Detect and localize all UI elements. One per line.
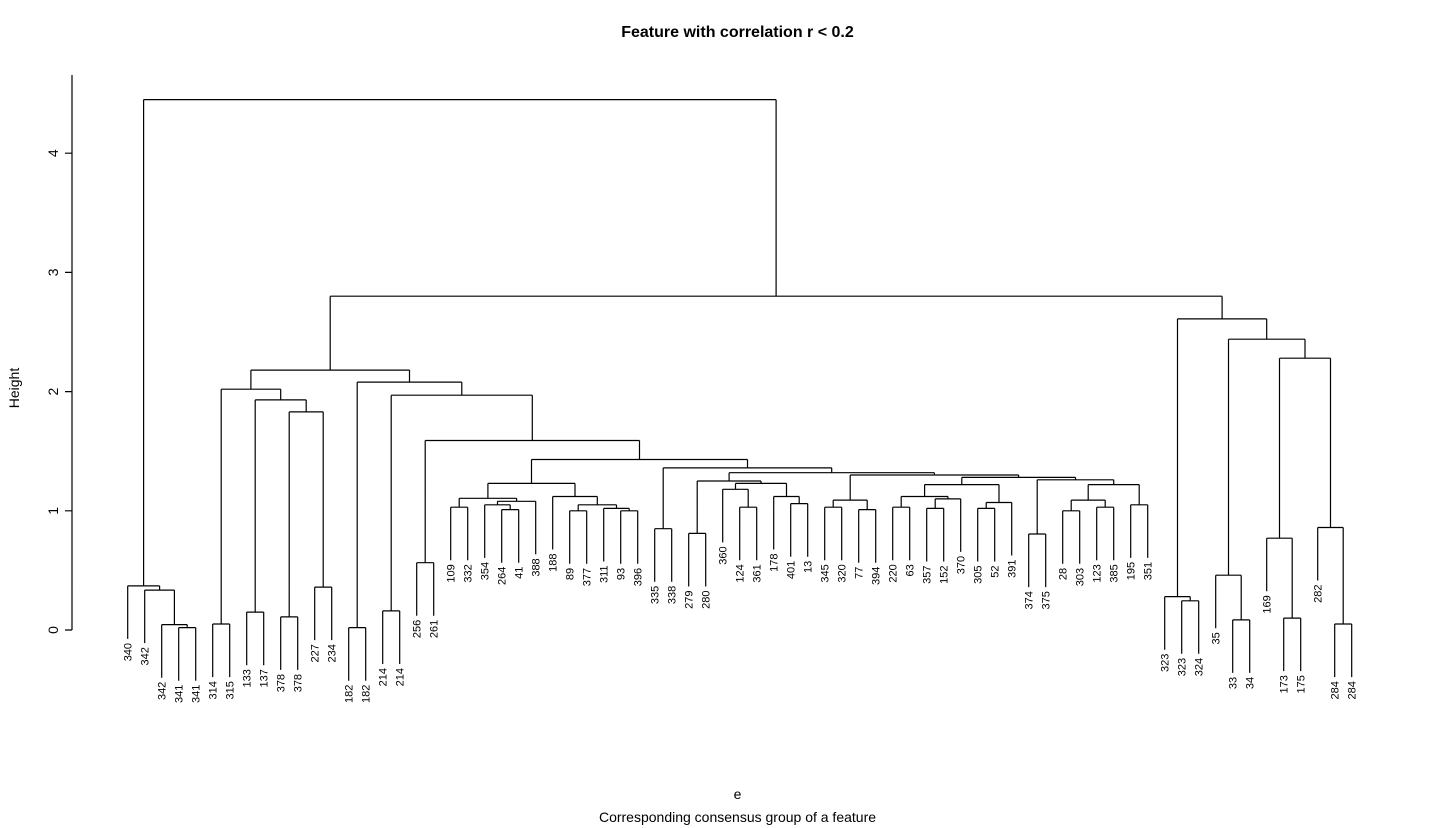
- leaf-label: 377: [582, 568, 594, 586]
- leaf-label: 335: [650, 586, 662, 604]
- leaf-label: 214: [395, 668, 407, 686]
- leaf-label: 261: [429, 620, 441, 638]
- dendrogram-lines: [65, 75, 1353, 681]
- leaf-label: 341: [191, 685, 203, 703]
- y-tick-label: 3: [45, 268, 61, 276]
- y-axis-label: Height: [6, 367, 22, 409]
- leaf-label: 332: [463, 564, 475, 582]
- leaf-label: 282: [1313, 585, 1325, 603]
- leaf-label: 323: [1160, 654, 1172, 672]
- leaf-label: 133: [242, 669, 254, 687]
- leaf-label: 311: [599, 565, 611, 583]
- leaf-label: 77: [854, 567, 866, 579]
- x-axis-label: e: [733, 786, 742, 802]
- leaf-label: 401: [786, 561, 798, 579]
- leaf-label: 34: [1245, 677, 1257, 689]
- leaf-label: 137: [259, 669, 271, 687]
- leaf-label: 93: [616, 568, 628, 580]
- leaf-label: 35: [1211, 632, 1223, 644]
- leaf-label: 41: [514, 567, 526, 579]
- leaf-label: 234: [327, 644, 339, 662]
- leaf-label: 256: [412, 620, 424, 638]
- leaf-label: 220: [888, 564, 900, 582]
- leaf-label: 124: [735, 564, 747, 582]
- leaf-label: 394: [871, 567, 883, 585]
- leaf-label: 351: [1143, 562, 1155, 580]
- leaf-label: 284: [1330, 681, 1342, 699]
- leaf-label: 388: [531, 558, 543, 576]
- leaf-label: 342: [157, 682, 169, 700]
- leaf-label: 342: [140, 647, 152, 665]
- leaf-label: 314: [208, 681, 220, 699]
- leaf-label: 391: [1007, 559, 1019, 577]
- leaf-label: 173: [1279, 675, 1291, 693]
- leaf-label: 169: [1262, 595, 1274, 613]
- leaf-label: 323: [1177, 658, 1189, 676]
- y-tick-label: 2: [45, 387, 61, 395]
- leaf-label: 320: [837, 564, 849, 582]
- leaf-label: 188: [548, 554, 560, 572]
- leaf-label: 361: [752, 564, 764, 582]
- leaf-label: 52: [990, 565, 1002, 577]
- leaf-label: 303: [1075, 568, 1087, 586]
- leaf-label: 28: [1058, 568, 1070, 580]
- leaf-label: 360: [718, 546, 730, 564]
- leaf-label: 378: [276, 674, 288, 692]
- leaf-label: 305: [973, 565, 985, 583]
- leaf-label: 182: [361, 685, 373, 703]
- leaf-label: 178: [769, 554, 781, 572]
- y-tick-label: 4: [45, 149, 61, 157]
- leaf-label: 280: [701, 590, 713, 608]
- leaf-label: 13: [803, 561, 815, 573]
- leaf-label: 33: [1228, 677, 1240, 689]
- leaf-label: 324: [1194, 658, 1206, 676]
- leaf-label: 195: [1126, 562, 1138, 580]
- y-tick-label: 1: [45, 507, 61, 515]
- leaf-label: 152: [939, 565, 951, 583]
- leaf-label: 378: [293, 674, 305, 692]
- leaf-label: 357: [922, 565, 934, 583]
- leaf-label: 374: [1024, 591, 1036, 609]
- leaf-label: 340: [123, 643, 135, 661]
- leaf-label: 63: [905, 564, 917, 576]
- chart-title: Feature with correlation r < 0.2: [621, 24, 854, 41]
- leaf-label: 396: [633, 568, 645, 586]
- leaf-label: 345: [820, 564, 832, 582]
- leaf-label: 123: [1092, 564, 1104, 582]
- leaf-label: 214: [378, 668, 390, 686]
- leaf-label: 175: [1296, 675, 1308, 693]
- leaf-label: 385: [1109, 564, 1121, 582]
- y-tick-label: 0: [45, 626, 61, 634]
- leaf-label: 354: [480, 562, 492, 580]
- leaf-label: 279: [684, 590, 696, 608]
- leaf-label: 109: [446, 564, 458, 582]
- leaf-label: 341: [174, 685, 186, 703]
- leaf-label: 264: [497, 567, 509, 585]
- leaf-label: 284: [1347, 681, 1359, 699]
- leaf-label: 227: [310, 644, 322, 662]
- x-axis-subtitle: Corresponding consensus group of a featu…: [598, 809, 877, 825]
- leaf-label: 315: [225, 681, 237, 699]
- leaf-label: 89: [565, 568, 577, 580]
- leaf-label: 375: [1041, 591, 1053, 609]
- leaf-label: 338: [667, 586, 679, 604]
- leaf-label: 182: [344, 685, 356, 703]
- leaf-label: 370: [956, 556, 968, 574]
